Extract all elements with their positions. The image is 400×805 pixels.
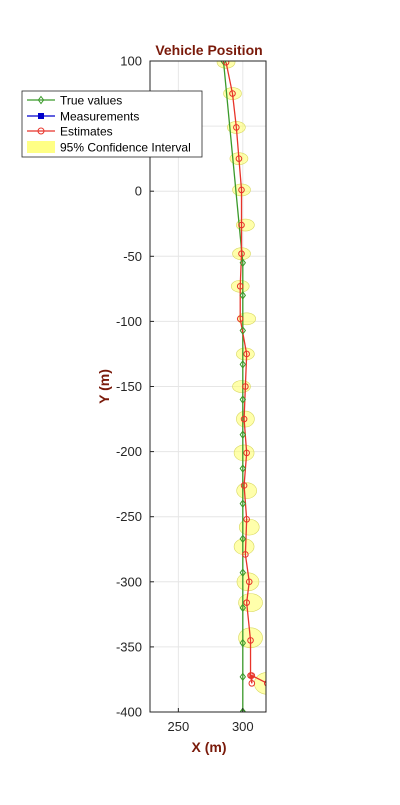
true-value-point — [239, 534, 247, 544]
true-value-point — [239, 464, 247, 473]
estimate-point — [236, 315, 244, 323]
estimate-point — [245, 578, 253, 586]
estimate-point — [229, 90, 236, 97]
estimate-point — [263, 680, 266, 687]
true-value-point — [239, 707, 247, 712]
estimate-point — [243, 599, 250, 606]
y-tick-label: -300 — [116, 574, 142, 589]
y-tick-label: -50 — [123, 249, 142, 264]
estimate-point — [238, 250, 245, 257]
estimate-point — [233, 124, 240, 131]
estimate-point — [243, 449, 250, 457]
confidence-ellipse — [236, 410, 255, 428]
series-marker-layer — [220, 61, 266, 712]
y-tick-label: 0 — [135, 184, 142, 199]
y-axis-label: Y (m) — [96, 369, 112, 404]
chart-title: Vehicle Position — [155, 42, 262, 58]
estimate-point — [238, 186, 245, 194]
estimate-point — [242, 551, 249, 558]
x-tick-label: 250 — [168, 719, 190, 734]
estimate-point — [235, 155, 243, 162]
estimate-point — [247, 637, 254, 644]
true-value-point — [239, 499, 247, 509]
series-line-layer — [222, 61, 266, 712]
estimate-point — [243, 350, 250, 358]
y-tick-label: -400 — [116, 705, 142, 720]
x-tick-label: 300 — [232, 719, 254, 734]
true-value-point — [239, 360, 247, 369]
estimate-point — [222, 61, 230, 66]
y-tick-label: -250 — [116, 509, 142, 524]
legend-label: Measurements — [60, 110, 139, 124]
estimate-point — [248, 672, 256, 679]
estimate-point — [265, 709, 266, 712]
true-value-point — [239, 672, 247, 682]
true-value-point — [239, 395, 247, 404]
legend-measurements-marker — [38, 113, 44, 119]
legend-label: Estimates — [60, 125, 113, 139]
estimate-point — [242, 383, 249, 390]
confidence-ellipse — [253, 672, 266, 695]
x-axis-label: X (m) — [192, 739, 227, 755]
true-value-point — [239, 291, 247, 300]
y-tick-label: -100 — [116, 314, 142, 329]
legend-confidence-swatch — [27, 141, 55, 153]
y-tick-label: 100 — [120, 54, 142, 69]
estimate-point — [236, 282, 244, 290]
true-value-point — [239, 603, 247, 613]
true-value-point — [239, 638, 247, 648]
true-value-point — [239, 430, 247, 440]
y-tick-label: -150 — [116, 379, 142, 394]
estimate-point — [240, 482, 248, 489]
true-value-point — [239, 326, 247, 335]
estimates-line — [225, 62, 266, 684]
true-values-line — [222, 61, 244, 712]
estimate-point — [238, 221, 245, 229]
true-value-point — [239, 258, 247, 268]
estimate-point — [248, 680, 256, 687]
estimate-point — [240, 415, 248, 423]
legend-estimates-marker — [37, 127, 45, 135]
confidence-ellipse-layer — [216, 61, 266, 695]
true-value-point — [239, 568, 247, 578]
true-value-point — [220, 61, 227, 66]
y-tick-label: -350 — [116, 639, 142, 654]
confidence-ellipse — [238, 593, 263, 612]
y-tick-label: -200 — [116, 444, 142, 459]
legend-label: True values — [60, 94, 122, 108]
confidence-ellipse — [233, 538, 255, 555]
legend-true-values-marker — [37, 95, 45, 105]
estimate-point — [243, 516, 250, 523]
legend-label: 95% Confidence Interval — [60, 141, 191, 155]
